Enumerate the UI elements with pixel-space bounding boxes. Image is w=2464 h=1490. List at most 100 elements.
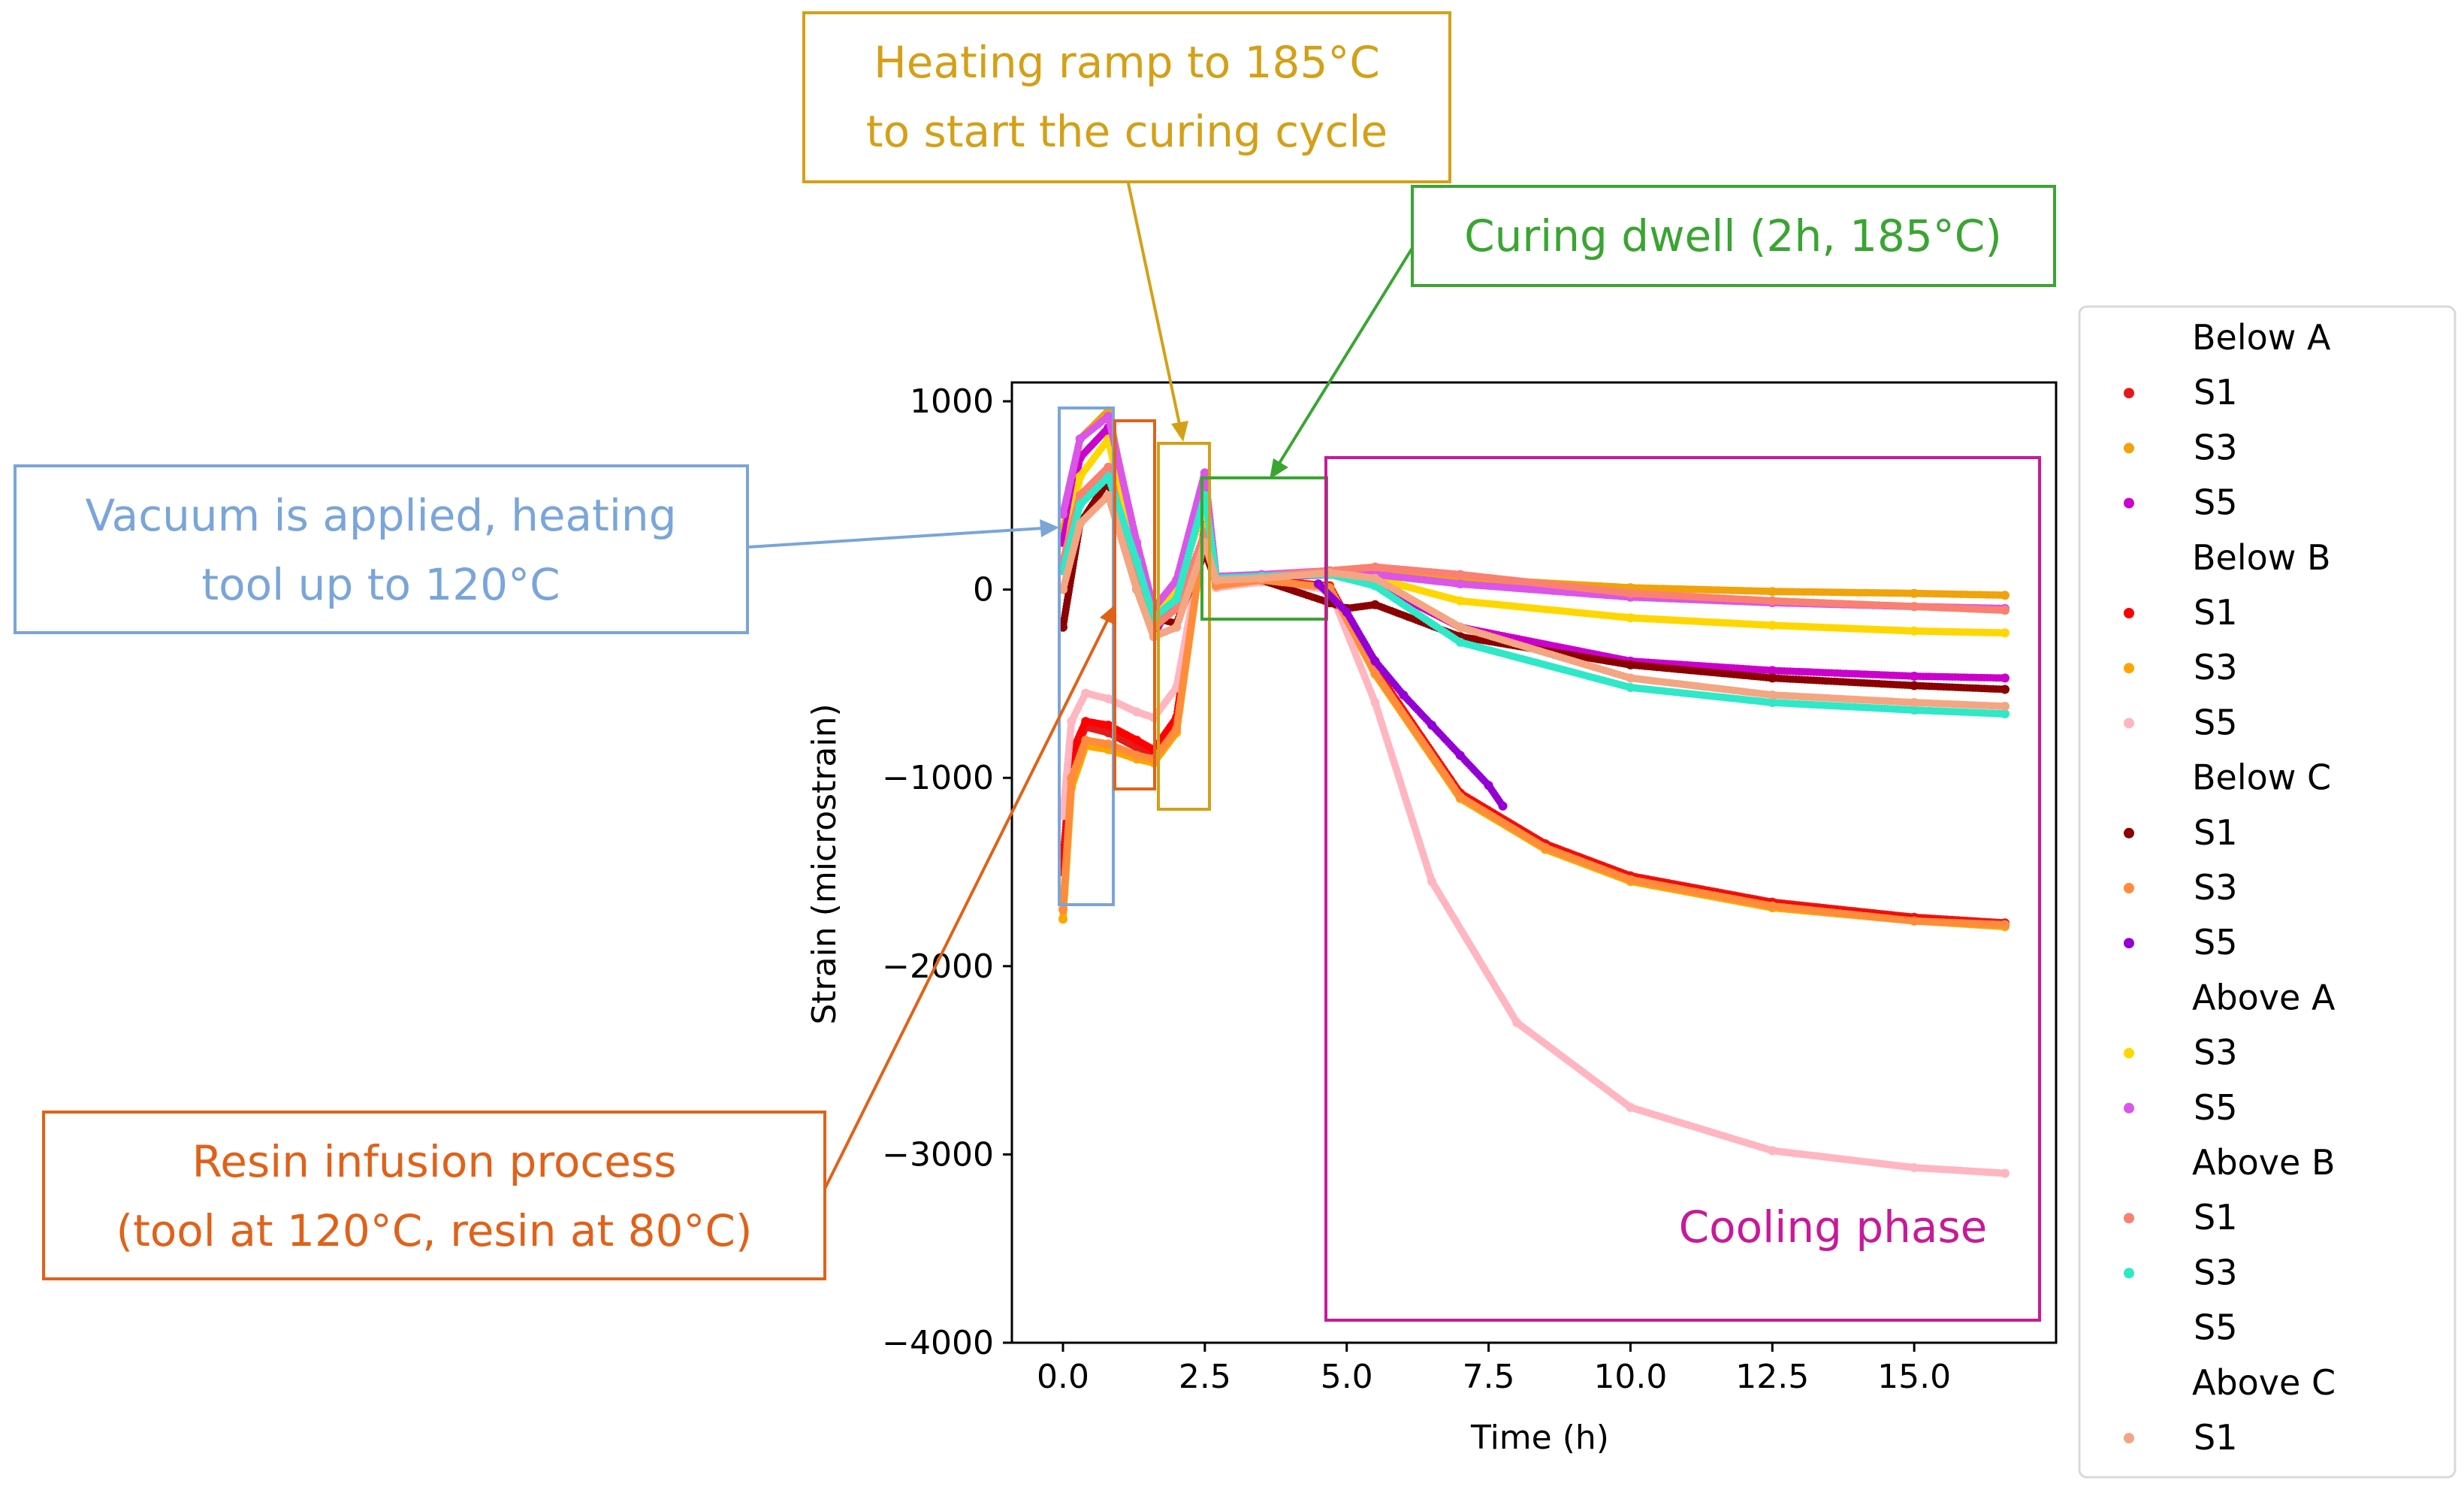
legend-marker-10 bbox=[2124, 883, 2134, 893]
y-tick-label-0: 1000 bbox=[910, 382, 994, 421]
legend-label-17: S3 bbox=[2194, 1252, 2237, 1292]
vacuum-arrow bbox=[748, 527, 1043, 549]
ramp-region-box bbox=[1157, 442, 1211, 811]
data-point-above-c-s1-11 bbox=[1455, 622, 1465, 632]
y-tick-label-3: −2000 bbox=[882, 947, 994, 986]
legend-label-3: S5 bbox=[2194, 482, 2237, 523]
legend-marker-9 bbox=[2124, 827, 2134, 839]
dwell-callout-line-1: Curing dwell (2h, 185°C) bbox=[1464, 210, 2002, 261]
legend-label-7: S5 bbox=[2194, 702, 2237, 742]
x-tick-label-5: 12.5 bbox=[1735, 1358, 1809, 1396]
x-tick-label-3: 7.5 bbox=[1463, 1358, 1515, 1396]
data-point-above-c-s1-5 bbox=[1172, 622, 1182, 632]
data-point-below-b-s5-14 bbox=[1626, 1102, 1635, 1112]
infusion-callout-box bbox=[42, 1111, 826, 1280]
data-point-above-b-s3-12 bbox=[1626, 683, 1635, 692]
x-axis-label: Time (h) bbox=[1470, 1419, 1609, 1457]
data-point-above-b-s3-1 bbox=[1075, 500, 1085, 509]
data-point-below-c-s5-4 bbox=[1427, 721, 1436, 730]
data-point-below-c-s3-0 bbox=[1058, 905, 1067, 914]
legend-label-20: S1 bbox=[2194, 1417, 2237, 1458]
series-below-c-s5 bbox=[1313, 579, 1508, 811]
data-point-below-c-s3-15 bbox=[1768, 901, 1777, 911]
data-point-above-c-s1-2 bbox=[1104, 491, 1113, 500]
legend-label-10: S3 bbox=[2194, 867, 2237, 908]
legend-label-6: S3 bbox=[2194, 647, 2237, 688]
y-axis-label: Strain (microstrain) bbox=[805, 703, 844, 1024]
data-point-below-b-s1-3 bbox=[1104, 721, 1113, 730]
data-point-below-c-s5-2 bbox=[1370, 656, 1380, 666]
dwell-arrowhead bbox=[1270, 458, 1288, 479]
data-point-below-c-s3-14 bbox=[1626, 875, 1635, 884]
data-point-below-b-s5-3 bbox=[1104, 694, 1113, 703]
infusion-arrowhead bbox=[1100, 604, 1116, 625]
data-point-below-c-s3-17 bbox=[2000, 920, 2010, 929]
legend-marker-11 bbox=[2124, 938, 2134, 949]
ramp-callout-line-2: to start the curing cycle bbox=[866, 106, 1388, 157]
infusion-callout-line-2: (tool at 120°C, resin at 80°C) bbox=[116, 1205, 752, 1256]
data-point-above-a-s5-1 bbox=[1075, 434, 1085, 444]
legend-label-16: S1 bbox=[2194, 1197, 2237, 1238]
cooling-region-box bbox=[1324, 456, 2041, 1322]
data-point-below-c-s3-13 bbox=[1541, 843, 1551, 852]
data-point-below-b-s1-4 bbox=[1132, 736, 1142, 745]
data-point-below-b-s5-11 bbox=[1370, 698, 1380, 707]
legend-header-below-a: Below A bbox=[2192, 317, 2331, 358]
data-point-below-a-s1-3 bbox=[1104, 728, 1113, 738]
data-point-below-a-s3-14 bbox=[1910, 588, 1919, 598]
data-point-above-a-s3-12 bbox=[1626, 613, 1635, 623]
data-point-below-c-s3-2 bbox=[1081, 736, 1091, 745]
dwell-callout-box bbox=[1411, 185, 2056, 287]
legend-marker-7 bbox=[2124, 718, 2134, 729]
data-point-below-a-s5-15 bbox=[2000, 673, 2010, 683]
data-point-below-c-s3-3 bbox=[1104, 739, 1113, 749]
plot-frame bbox=[1010, 381, 2058, 1344]
y-tick-label-2: −1000 bbox=[882, 759, 994, 797]
legend-marker-1 bbox=[2124, 388, 2134, 399]
legend-marker-17 bbox=[2124, 1268, 2134, 1279]
legend-label-2: S3 bbox=[2194, 427, 2237, 467]
vacuum-callout-box bbox=[14, 464, 749, 634]
data-point-below-c-s5-6 bbox=[1484, 781, 1493, 790]
legend-marker-20 bbox=[2124, 1433, 2134, 1443]
data-point-above-a-s3-11 bbox=[1455, 596, 1465, 606]
data-point-above-a-s5-6 bbox=[1200, 468, 1209, 478]
vacuum-arrowhead bbox=[1040, 519, 1059, 537]
annotations: Vacuum is applied, heating tool up to 12… bbox=[14, 11, 2056, 1322]
data-point-above-c-s1-3 bbox=[1132, 585, 1142, 594]
infusion-arrow bbox=[823, 617, 1110, 1189]
data-point-below-b-s5-2 bbox=[1081, 688, 1091, 698]
vacuum-callout-line-1: Vacuum is applied, heating bbox=[85, 490, 676, 541]
data-point-below-c-s3-12 bbox=[1455, 792, 1465, 802]
data-point-below-b-s5-17 bbox=[2000, 1168, 2010, 1178]
legend-label-18: S5 bbox=[2194, 1307, 2237, 1348]
data-point-above-a-s3-13 bbox=[1768, 621, 1777, 630]
data-point-below-b-s5-12 bbox=[1427, 877, 1436, 887]
legend-marker-13 bbox=[2124, 1047, 2134, 1059]
data-point-above-a-s5-11 bbox=[1455, 579, 1465, 589]
data-point-above-b-s1-2 bbox=[1104, 462, 1113, 472]
x-tick-label-2: 5.0 bbox=[1321, 1358, 1373, 1396]
legend-marker-14 bbox=[2124, 1102, 2134, 1114]
data-point-below-c-s3-16 bbox=[1910, 916, 1919, 926]
legend-header-below-b: Below B bbox=[2192, 537, 2331, 578]
x-tick-label-4: 10.0 bbox=[1593, 1358, 1667, 1396]
legend-label-11: S5 bbox=[2194, 922, 2237, 963]
legend-marker-6 bbox=[2124, 663, 2134, 674]
data-point-below-b-s5-4 bbox=[1132, 707, 1142, 717]
data-point-above-b-s3-5 bbox=[1172, 594, 1182, 604]
data-point-below-c-s1-14 bbox=[1768, 673, 1777, 683]
legend-header-above-c: Above C bbox=[2192, 1362, 2336, 1403]
y-tick-label-1: 0 bbox=[973, 571, 994, 609]
legend-label-14: S5 bbox=[2194, 1087, 2237, 1128]
dwell-arrow bbox=[1277, 246, 1414, 466]
y-tick-label-4: −3000 bbox=[882, 1135, 994, 1174]
data-point-above-c-s1-7 bbox=[1212, 576, 1221, 585]
data-point-below-c-s3-4 bbox=[1132, 751, 1142, 760]
data-point-above-a-s3-15 bbox=[2000, 628, 2010, 638]
data-point-below-a-s3-15 bbox=[2000, 591, 2010, 600]
data-point-below-c-s5-7 bbox=[1498, 801, 1508, 811]
data-point-above-b-s3-15 bbox=[2000, 709, 2010, 718]
legend-header-above-a: Above A bbox=[2192, 977, 2336, 1017]
vacuum-callout-line-2: tool up to 120°C bbox=[201, 559, 560, 610]
